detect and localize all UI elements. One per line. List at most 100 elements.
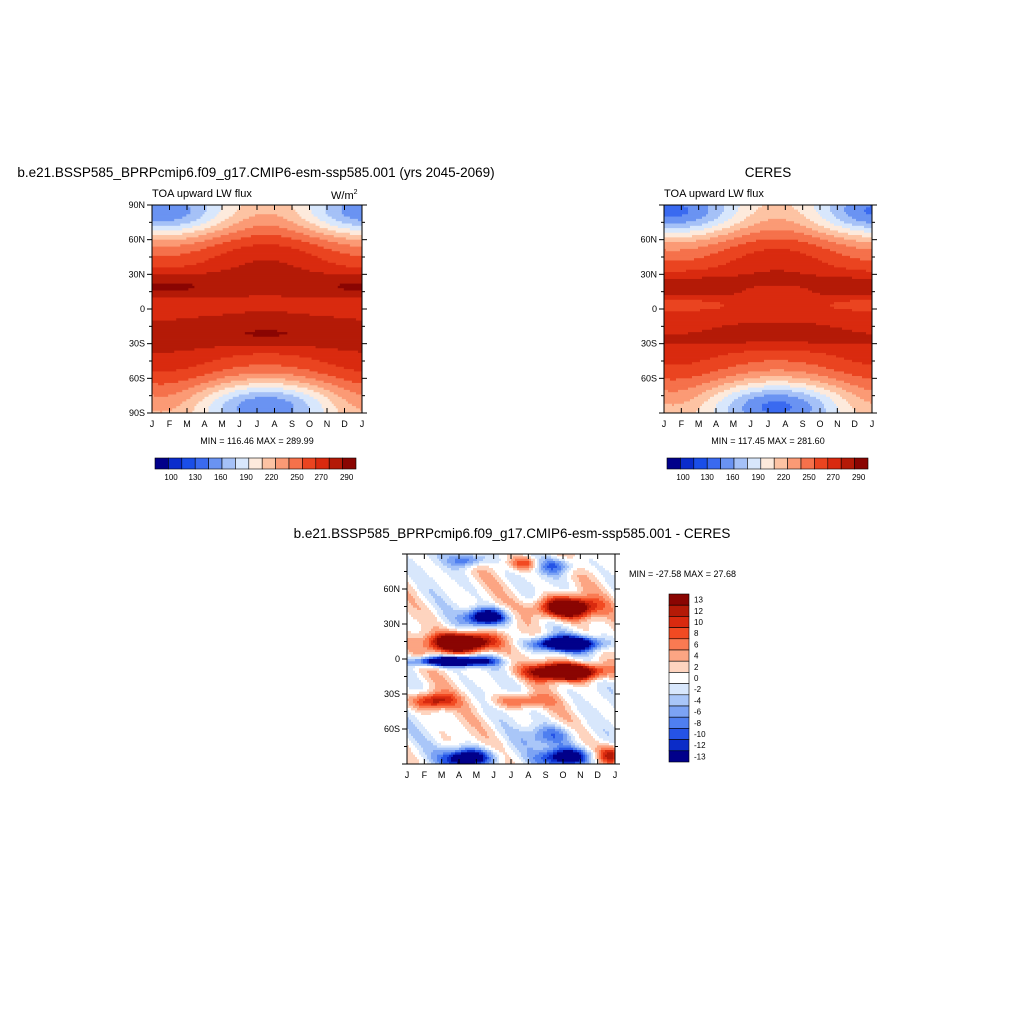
field-cell <box>585 647 590 651</box>
field-cell <box>443 738 452 742</box>
field-cell <box>429 675 444 679</box>
field-cell <box>559 684 574 688</box>
field-cell <box>589 757 592 760</box>
field-cell <box>427 694 434 697</box>
field-cell <box>493 705 500 709</box>
field-cell <box>814 207 831 211</box>
field-cell <box>337 408 361 412</box>
field-cell <box>212 401 226 405</box>
field-cell <box>407 712 412 716</box>
field-cell <box>533 757 542 760</box>
field-cell <box>549 635 554 639</box>
field-cell <box>283 382 310 386</box>
field-cell <box>573 570 590 574</box>
field-cell <box>800 285 872 289</box>
field-cell <box>664 373 703 377</box>
field-cell <box>463 586 476 590</box>
field-cell <box>529 712 542 716</box>
field-cell <box>411 631 420 634</box>
field-cell <box>593 656 600 660</box>
field-cell <box>473 584 482 588</box>
field-cell <box>844 380 872 384</box>
field-cell <box>553 750 558 753</box>
field-cell <box>429 731 440 735</box>
field-cell <box>425 656 430 660</box>
field-cell <box>471 570 478 574</box>
field-cell <box>664 221 687 224</box>
field-cell <box>180 403 197 407</box>
field-cell <box>591 754 594 758</box>
field-cell <box>533 584 554 588</box>
field-cell <box>607 757 614 760</box>
field-cell <box>497 579 504 583</box>
field-cell <box>537 607 542 611</box>
field-cell <box>599 754 602 758</box>
field-cell <box>595 675 600 679</box>
field-cell <box>303 225 320 229</box>
field-cell <box>517 596 526 599</box>
field-cell <box>585 603 590 606</box>
field-cell <box>423 757 428 760</box>
field-cell <box>212 392 230 395</box>
field-cell <box>724 304 831 308</box>
field-cell <box>497 633 504 637</box>
field-cell <box>533 673 592 676</box>
field-cell <box>317 371 362 375</box>
field-cell <box>509 738 522 742</box>
field-cell <box>744 410 767 413</box>
field-cell <box>585 754 588 758</box>
field-cell <box>595 759 598 763</box>
field-cell <box>603 600 610 604</box>
field-cell <box>523 743 528 746</box>
field-cell <box>605 603 612 606</box>
field-cell <box>152 315 199 319</box>
field-cell <box>535 570 540 574</box>
field-cell <box>724 382 749 386</box>
field-cell <box>613 600 615 604</box>
field-cell <box>214 385 236 388</box>
field-cell <box>152 239 205 243</box>
field-cell <box>293 221 310 224</box>
field-cell <box>487 591 494 595</box>
field-cell <box>485 754 488 758</box>
field-cell <box>664 260 731 264</box>
field-cell <box>423 635 428 639</box>
field-cell <box>545 603 548 606</box>
field-cell <box>601 757 604 760</box>
field-cell <box>836 378 872 382</box>
field-cell <box>583 757 586 760</box>
field-cell <box>212 237 242 241</box>
field-cell <box>664 262 727 266</box>
field-cell <box>561 619 568 623</box>
field-cell <box>204 373 240 377</box>
field-cell <box>517 682 524 686</box>
field-cell <box>509 736 536 739</box>
field-cell <box>451 684 458 688</box>
field-cell <box>581 719 588 723</box>
field-cell <box>834 306 872 310</box>
field-cell <box>202 399 215 402</box>
field-cell <box>469 722 482 725</box>
field-cell <box>573 733 580 737</box>
field-cell <box>467 701 472 704</box>
field-cell <box>435 663 438 667</box>
field-cell <box>447 572 466 576</box>
field-cell <box>573 628 584 632</box>
field-cell <box>732 216 747 220</box>
field-cell <box>547 633 554 637</box>
field-cell <box>603 680 608 683</box>
field-cell <box>581 754 584 758</box>
field-cell <box>335 218 359 222</box>
field-cell <box>311 357 362 361</box>
field-cell <box>664 223 703 227</box>
field-cell <box>808 241 837 245</box>
field-cell <box>431 761 436 764</box>
field-cell <box>585 568 598 571</box>
field-cell <box>597 647 602 651</box>
field-cell <box>479 712 486 716</box>
field-cell <box>471 617 476 620</box>
field-cell <box>836 355 872 358</box>
field-cell <box>599 579 606 583</box>
field-cell <box>664 232 707 236</box>
field-cell <box>503 589 512 592</box>
